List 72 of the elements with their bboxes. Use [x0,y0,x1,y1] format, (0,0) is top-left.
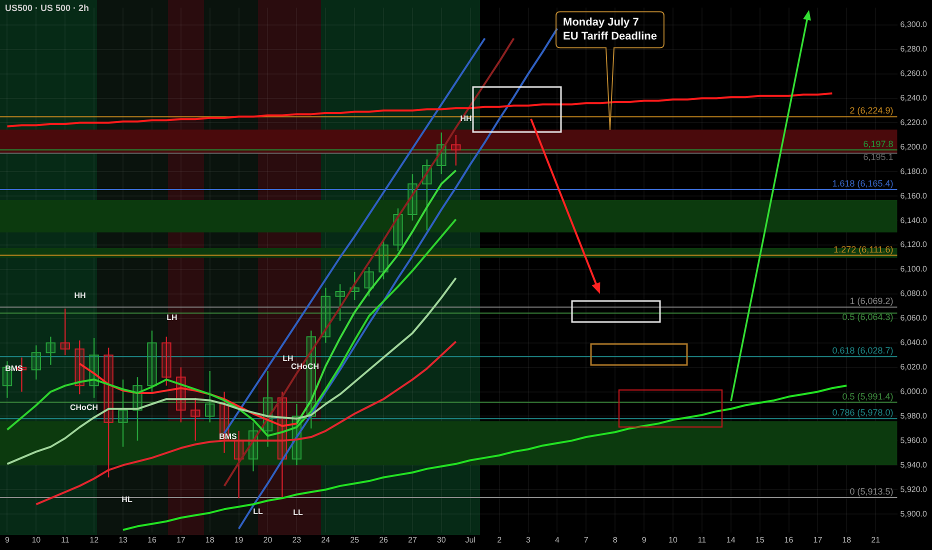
ref-line-label: 1 (6,069.2) [850,296,894,306]
annotation: HH [74,291,86,300]
x-tick-label: 11 [60,535,70,544]
x-tick-label: 7 [584,535,589,544]
x-tick-label: 16 [148,535,157,544]
x-tick-label: 3 [526,535,532,544]
x-tick-label: 8 [612,535,618,544]
x-tick-label: 18 [205,535,215,544]
y-tick-label: 5,980.0 [900,411,928,420]
annotation: LH [166,313,178,322]
x-tick-label: 20 [263,535,273,544]
x-tick-label: 30 [436,535,446,544]
x-tick-label: 9 [5,535,10,544]
y-tick-label: 6,140.0 [900,216,928,225]
ref-line-label: 1.272 (6,111.6) [834,244,894,254]
x-tick-label: 14 [726,535,736,544]
y-tick-label: 5,920.0 [900,484,928,494]
ref-line-label: 6,197.8 [863,138,894,149]
x-tick-label: 2 [497,535,502,544]
y-tick-label: 5,940.0 [900,460,928,470]
ref-line-label: 2 (6,224.9) [850,106,894,116]
ref-line-label: 0.5 (5,991.4) [842,391,894,402]
y-tick-label: 6,020.0 [900,362,928,372]
ref-line-label: 0 (5,913.5) [850,486,894,497]
y-tick-label: 6,100.0 [900,264,928,274]
ref-line-label: 0.618 (6,028.7) [832,346,894,356]
y-tick-label: 6,300.0 [900,20,928,30]
y-tick-label: 6,040.0 [900,338,928,348]
annotation: LL [293,508,303,518]
y-tick-label: 6,120.0 [900,240,928,250]
x-tick-label: 11 [698,535,707,544]
y-tick-label: 6,280.0 [900,44,928,54]
y-tick-label: 6,180.0 [900,166,928,176]
x-tick-label: 13 [118,535,128,544]
y-tick-label: 6,240.0 [900,93,928,102]
y-tick-label: 6,160.0 [900,191,928,200]
x-tick-label: 23 [292,535,302,544]
annotation: LH [282,354,294,364]
x-tick-label: 25 [350,535,360,544]
x-tick-label: 10 [32,535,42,544]
x-tick-label: 17 [176,535,186,544]
annotation: HL [122,495,132,504]
y-tick-label: 6,260.0 [900,69,928,78]
x-tick-label: 12 [90,535,100,544]
x-tick-label: 24 [321,535,331,544]
y-tick-label: 6,200.0 [900,142,928,152]
x-tick-label: 15 [755,535,765,544]
x-tick-label: 18 [842,535,852,544]
ref-line-label: 6,195.1 [863,152,894,162]
y-tick-label: 6,220.0 [900,118,928,127]
x-tick-label: Jul [465,535,476,544]
x-tick-label: 4 [554,535,560,544]
y-tick-label: 6,060.0 [900,314,928,323]
y-tick-label: 6,080.0 [900,289,928,298]
y-tick-label: 6,000.0 [900,386,928,396]
ref-line-label: 0.786 (5,978.0) [832,408,894,418]
x-tick-label: 26 [379,535,389,544]
x-tick-label: 9 [642,535,647,544]
x-tick-label: 17 [813,535,823,544]
x-tick-label: 21 [871,535,881,544]
annotation: CHoCH [70,403,98,412]
ref-line-label: 0.5 (6,064.3) [842,312,894,322]
y-tick-label: 5,960.0 [900,436,928,445]
annotation: Monday July 7 EU Tariff Deadline [563,16,657,42]
x-tick-label: 10 [668,535,678,544]
y-tick-label: 5,900.0 [900,509,928,518]
chart-title: US500 · US 500 · 2h [5,3,90,13]
ref-line-label: 1.618 (6,165.4) [832,178,894,188]
x-tick-label: 16 [784,535,794,544]
x-tick-label: 27 [408,535,418,544]
x-tick-label: 19 [234,535,244,544]
annotation: LL [253,507,263,516]
